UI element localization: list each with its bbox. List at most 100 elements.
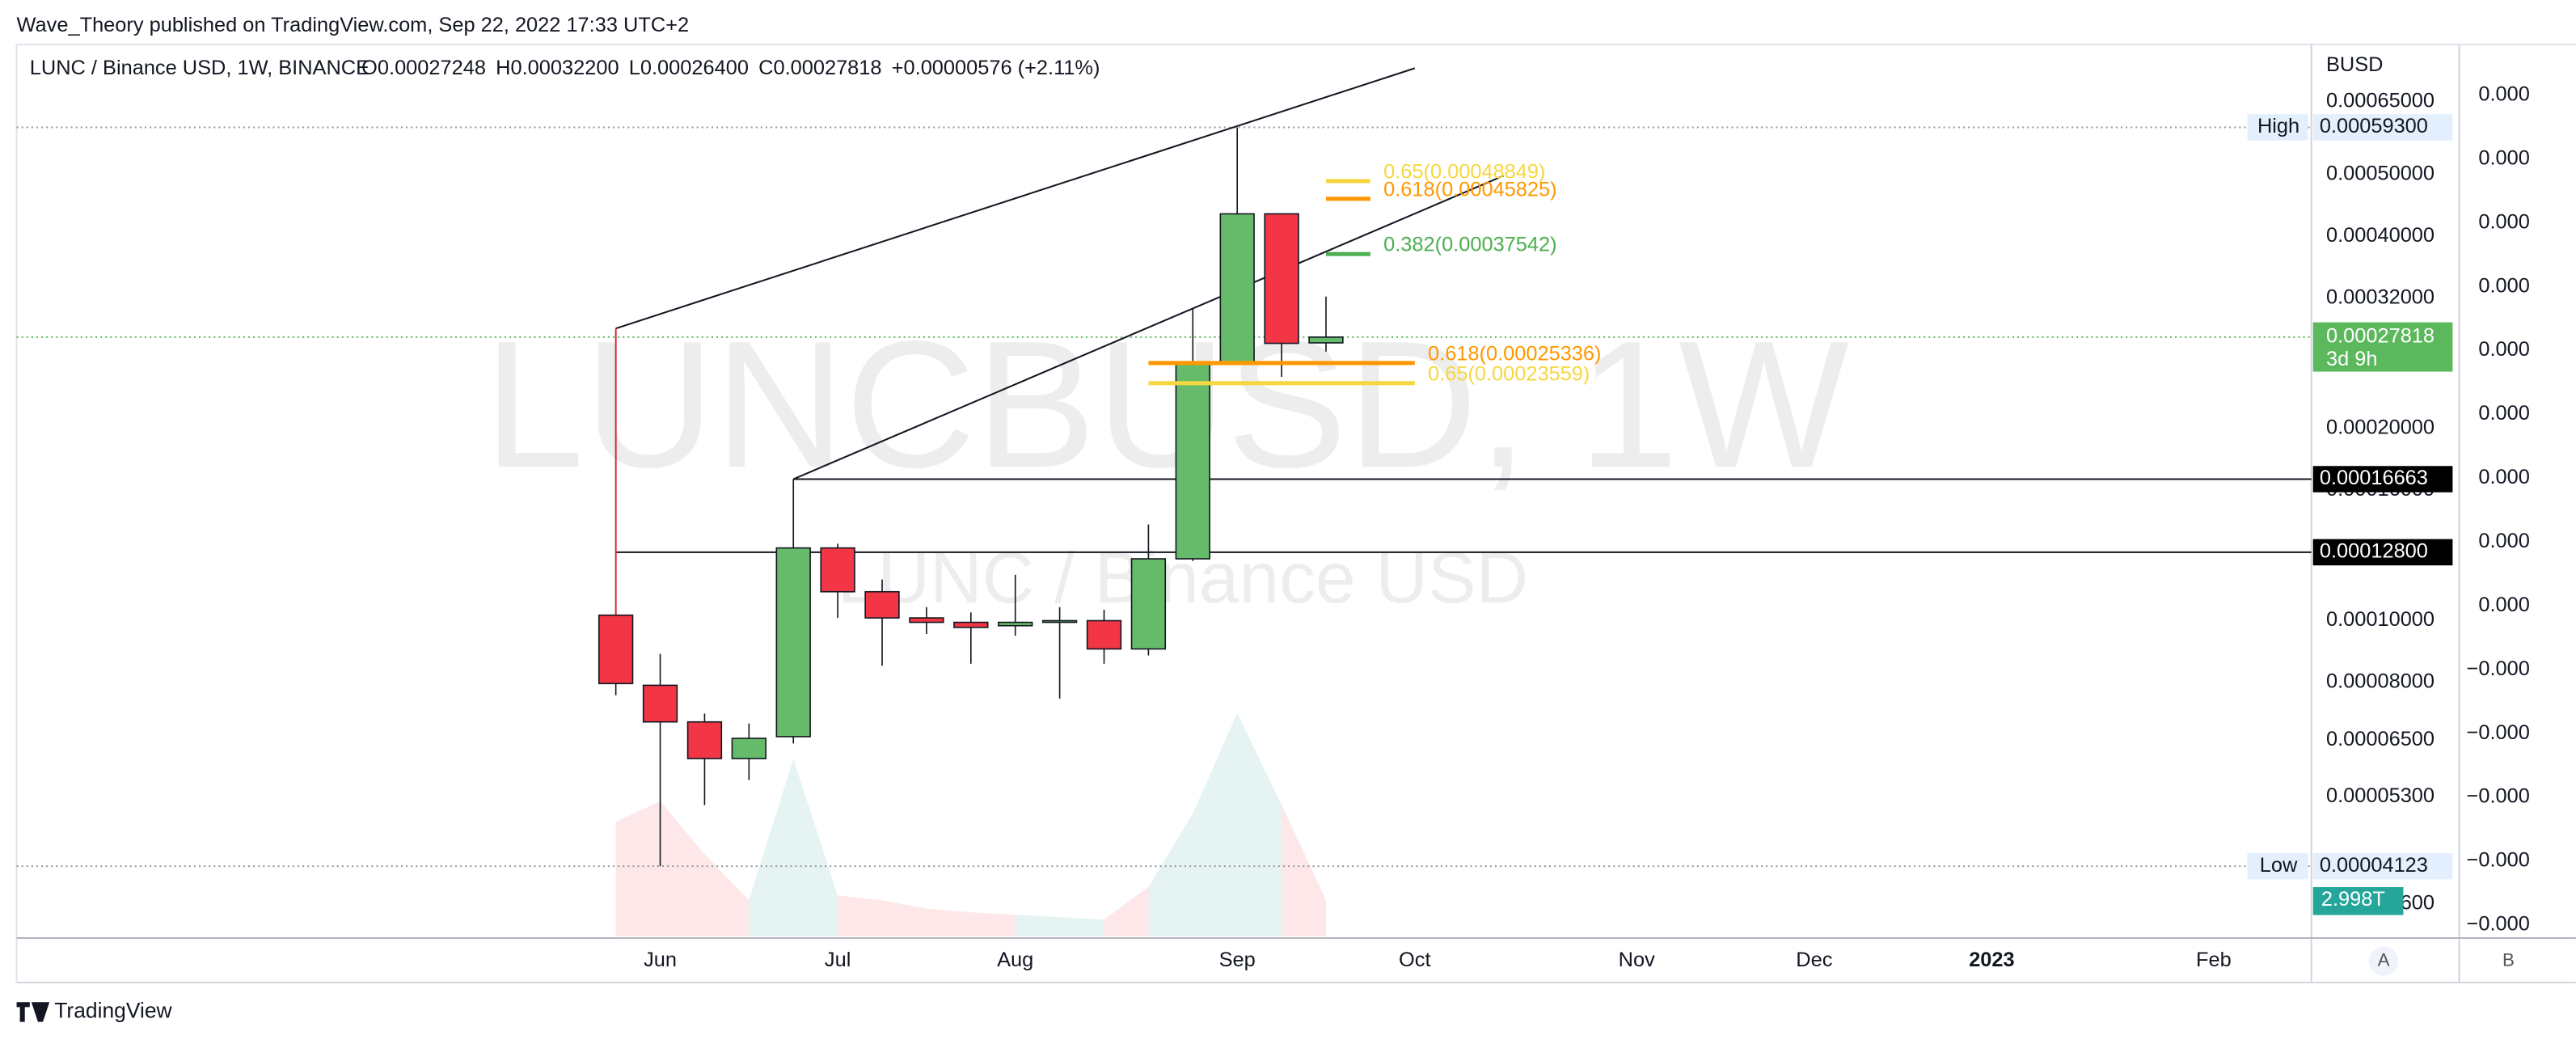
y-tick-label: 0.00065000 — [2326, 90, 2435, 112]
candle-body — [953, 621, 989, 628]
price-name: High — [2257, 115, 2299, 137]
ohlc-legend: O0.00027248 — [361, 57, 486, 79]
y2-tick-label: −0.000 — [2467, 721, 2530, 744]
last-price-box — [2312, 322, 2453, 372]
price-label-box — [2312, 114, 2453, 141]
fib-label: 0.382(0.00037542) — [1383, 234, 1556, 256]
button-b[interactable] — [2494, 946, 2523, 976]
volume-label: 2.998T — [2321, 888, 2385, 911]
candle-body — [820, 547, 855, 593]
candle-body — [1130, 558, 1167, 650]
volume-area — [749, 759, 794, 937]
button-label[interactable]: B — [2502, 949, 2515, 970]
volume-area — [1193, 712, 1238, 937]
candle-body — [598, 614, 634, 685]
y2-tick-label: 0.000 — [2478, 338, 2530, 361]
ohlc-legend: L0.00026400 — [629, 57, 749, 79]
x-tick-label: Aug — [997, 949, 1033, 971]
fib-label: 0.65(0.00048849) — [1383, 160, 1545, 183]
volume-area — [1282, 805, 1326, 937]
countdown: 3d 9h — [2326, 348, 2378, 370]
y-tick-label: 0.00006500 — [2326, 728, 2435, 750]
ohlc-legend: +0.00000576 (+2.11%) — [892, 57, 1100, 79]
candle-body — [1175, 361, 1210, 560]
y2-tick-label: 0.000 — [2478, 210, 2530, 233]
last-price: 0.00027818 — [2326, 325, 2435, 348]
watermark: LUNCBUSD, 1W — [484, 304, 1849, 505]
price-name-box — [2247, 114, 2308, 141]
x-tick-label: Dec — [1796, 949, 1832, 971]
x-tick-label: Sep — [1219, 949, 1256, 971]
chart-title: LUNC / Binance USD, 1W, BINANCE — [30, 57, 370, 79]
price-name-box — [2247, 852, 2308, 880]
candle-body — [1086, 619, 1122, 650]
volume-area — [660, 801, 705, 937]
footer: TradingView — [54, 998, 172, 1022]
candle-body — [731, 738, 767, 759]
price-label: 0.00059300 — [2320, 115, 2428, 137]
y2-tick-label: 0.000 — [2478, 146, 2530, 169]
y2-tick-label: 0.000 — [2478, 402, 2530, 425]
volume-area — [1237, 712, 1282, 937]
volume-area — [1015, 915, 1060, 937]
price-name: Low — [2260, 854, 2298, 877]
y-tick-label: 0.00008000 — [2326, 670, 2435, 693]
volume-area — [704, 854, 750, 937]
y2-tick-label: 0.000 — [2478, 274, 2530, 297]
x-tick-label: 2023 — [1969, 949, 2014, 971]
y-tick-label: 0.00010000 — [2326, 608, 2435, 631]
button-label[interactable]: A — [2378, 949, 2390, 970]
fib-label: 0.618(0.00025336) — [1428, 342, 1601, 365]
ohlc-legend: C0.00027818 — [758, 57, 881, 79]
volume-area — [926, 908, 971, 937]
chart-back: LUNCBUSD, 1W LUNC / Binance USD — [484, 304, 1849, 618]
level-label: 0.00012800 — [2320, 540, 2428, 563]
y2-tick-label: −0.000 — [2467, 785, 2530, 808]
y2-tick-label: −0.000 — [2467, 849, 2530, 872]
volume-area — [1148, 813, 1193, 937]
y-tick-label: 0.00040000 — [2326, 224, 2435, 247]
candle-body — [686, 721, 723, 759]
candle-body — [1264, 213, 1299, 344]
volume-area — [838, 895, 883, 937]
y-tick-label: 0.00005300 — [2326, 784, 2435, 807]
y2-tick-label: −0.000 — [2467, 913, 2530, 936]
x-tick-label: Nov — [1619, 949, 1655, 971]
y2-tick-label: 0.000 — [2478, 466, 2530, 488]
level-label: 0.00016663 — [2320, 467, 2428, 489]
y2-tick-label: 0.000 — [2478, 530, 2530, 552]
x-tick-label: Oct — [1399, 949, 1430, 971]
level-label-box — [2312, 539, 2453, 566]
volume-label-box — [2312, 886, 2404, 915]
header: Wave_Theory published on TradingView.com… — [17, 14, 690, 36]
trend-line — [615, 67, 1416, 330]
y2-tick-label: 0.000 — [2478, 594, 2530, 616]
x-tick-label: Jul — [825, 949, 851, 971]
level-label-box — [2312, 466, 2453, 492]
candle-body — [642, 684, 678, 723]
y-tick-label: 0.00050000 — [2326, 163, 2435, 185]
volume-area — [970, 912, 1016, 937]
candle-body — [1041, 619, 1078, 623]
volume-area — [793, 759, 838, 937]
y-tick-label: 0.00020000 — [2326, 416, 2435, 439]
logo — [16, 1002, 50, 1022]
y-tick-label: 0.00032000 — [2326, 286, 2435, 309]
candle-body — [1308, 336, 1344, 344]
candle-body — [775, 547, 811, 738]
fib-label: 0.618(0.00045825) — [1383, 178, 1556, 201]
currency: BUSD — [2326, 53, 2384, 76]
candle-body — [864, 590, 900, 619]
ohlc-legend: H0.00032200 — [496, 57, 619, 79]
price-label: 0.00004123 — [2320, 854, 2428, 877]
volume-area — [882, 900, 927, 937]
y2-tick-label: 0.000 — [2478, 83, 2530, 106]
volume-area — [1104, 886, 1149, 937]
x-tick-label: Feb — [2196, 949, 2232, 971]
button-a[interactable] — [2368, 946, 2399, 976]
fib-label: 0.65(0.00023559) — [1428, 362, 1590, 385]
volume-area — [1059, 917, 1104, 937]
y2-tick-label: −0.000 — [2467, 657, 2530, 680]
